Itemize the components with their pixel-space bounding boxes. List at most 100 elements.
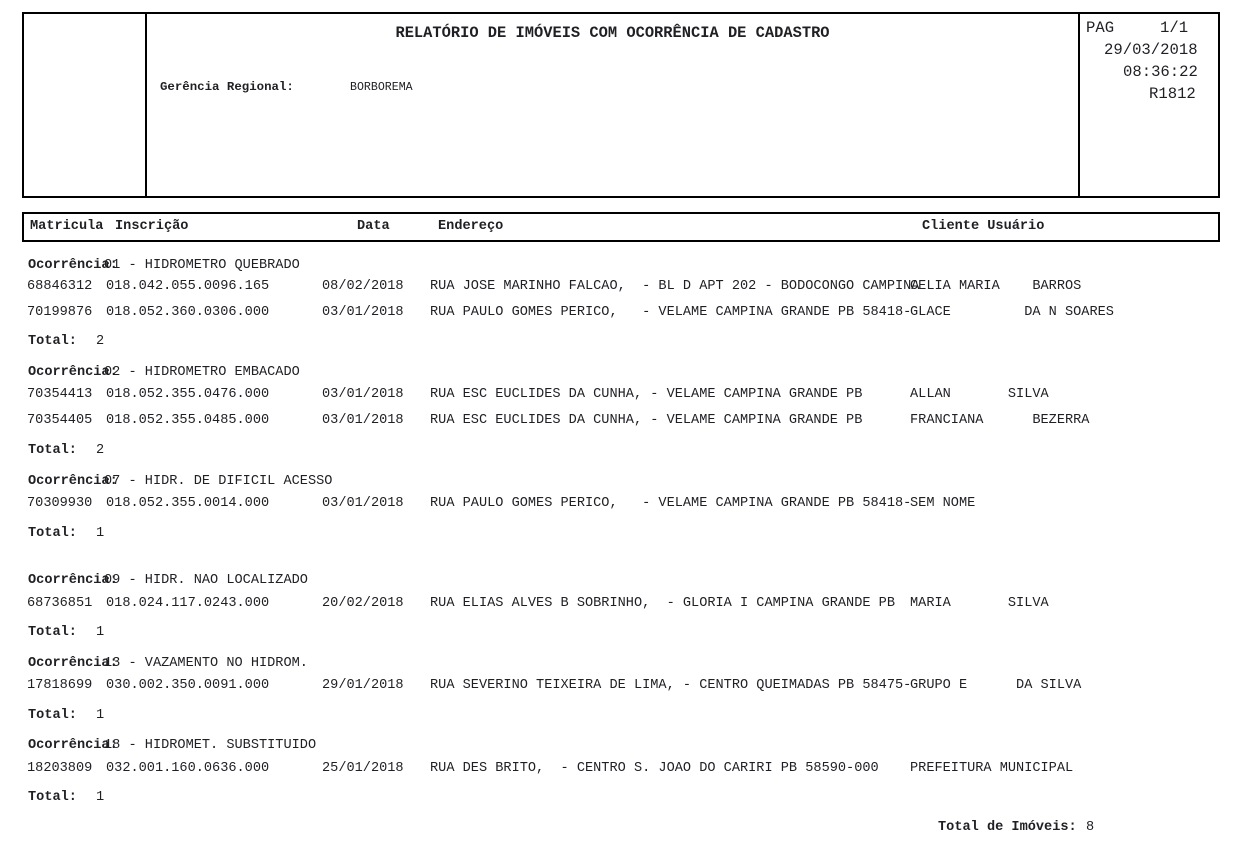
total-label: Total: xyxy=(28,790,77,805)
total-value: 1 xyxy=(96,790,105,805)
grand-total-value: 8 xyxy=(1086,820,1095,835)
data-cell: 29/01/2018 xyxy=(322,678,404,693)
report-date: 29/03/2018 xyxy=(1104,41,1198,59)
grand-total: Total de Imóveis: 8 xyxy=(0,820,1236,835)
report-time: 08:36:22 xyxy=(1123,63,1198,81)
occurrence-title: 18 - HIDROMET. SUBSTITUIDO xyxy=(104,738,317,753)
inscricao-cell: 018.052.355.0476.000 xyxy=(106,387,270,402)
table-row: 70309930 018.052.355.0014.000 03/01/2018… xyxy=(0,496,1236,511)
total-value: 1 xyxy=(96,526,105,541)
endereco-cell: RUA SEVERINO TEIXEIRA DE LIMA, - CENTRO … xyxy=(430,678,912,693)
report-header: RELATÓRIO DE IMÓVEIS COM OCORRÊNCIA DE C… xyxy=(22,12,1220,198)
occurrence-title: 09 - HIDR. NAO LOCALIZADO xyxy=(104,573,308,588)
section-total: Total: 1 xyxy=(0,625,1236,640)
table-row: 70354405 018.052.355.0485.000 03/01/2018… xyxy=(0,413,1236,428)
inscricao-cell: 032.001.160.0636.000 xyxy=(106,761,270,776)
cliente-cell: ALLAN SILVA xyxy=(910,387,1049,402)
report-code: R1812 xyxy=(1149,85,1196,103)
data-cell: 25/01/2018 xyxy=(322,761,404,776)
endereco-cell: RUA ESC EUCLIDES DA CUNHA, - VELAME CAMP… xyxy=(430,413,863,428)
occurrence-label: Ocorrência: xyxy=(28,474,118,489)
section-total: Total: 1 xyxy=(0,526,1236,541)
total-value: 2 xyxy=(96,443,105,458)
inscricao-cell: 018.052.355.0485.000 xyxy=(106,413,270,428)
matricula-cell: 68736851 xyxy=(27,596,93,611)
inscricao-cell: 018.024.117.0243.000 xyxy=(106,596,270,611)
grand-total-label: Total de Imóveis: xyxy=(938,820,1077,835)
column-inscricao: Inscrição xyxy=(115,219,189,234)
occurrence-label: Ocorrência: xyxy=(28,738,118,753)
table-row: 70354413 018.052.355.0476.000 03/01/2018… xyxy=(0,387,1236,402)
table-row: 68846312 018.042.055.0096.165 08/02/2018… xyxy=(0,279,1236,294)
table-header: Matricula Inscrição Data Endereço Client… xyxy=(22,212,1220,242)
column-cliente: Cliente Usuário xyxy=(922,219,1045,234)
occurrence-title: 01 - HIDROMETRO QUEBRADO xyxy=(104,258,300,273)
matricula-cell: 68846312 xyxy=(27,279,93,294)
total-label: Total: xyxy=(28,708,77,723)
occurrence-title: 13 - VAZAMENTO NO HIDROM. xyxy=(104,656,308,671)
header-divider-logo xyxy=(145,14,147,196)
table-row: 70199876 018.052.360.0306.000 03/01/2018… xyxy=(0,305,1236,320)
endereco-cell: RUA PAULO GOMES PERICO, - VELAME CAMPINA… xyxy=(430,305,912,320)
occurrence-header: Ocorrência: 09 - HIDR. NAO LOCALIZADO xyxy=(0,573,1236,588)
occurrence-title: 02 - HIDROMETRO EMBACADO xyxy=(104,365,300,380)
header-divider-pag xyxy=(1078,14,1080,196)
occurrence-header: Ocorrência: 13 - VAZAMENTO NO HIDROM. xyxy=(0,656,1236,671)
data-cell: 08/02/2018 xyxy=(322,279,404,294)
inscricao-cell: 030.002.350.0091.000 xyxy=(106,678,270,693)
occurrence-label: Ocorrência: xyxy=(28,258,118,273)
matricula-cell: 18203809 xyxy=(27,761,93,776)
column-matricula: Matricula xyxy=(30,219,104,234)
regional-label: Gerência Regional: xyxy=(160,80,294,94)
section-total: Total: 1 xyxy=(0,708,1236,723)
total-value: 1 xyxy=(96,708,105,723)
cliente-cell: PREFEITURA MUNICIPAL xyxy=(910,761,1074,776)
total-label: Total: xyxy=(28,443,77,458)
occurrence-header: Ocorrência: 01 - HIDROMETRO QUEBRADO xyxy=(0,258,1236,273)
occurrence-header: Ocorrência: 02 - HIDROMETRO EMBACADO xyxy=(0,365,1236,380)
endereco-cell: RUA PAULO GOMES PERICO, - VELAME CAMPINA… xyxy=(430,496,912,511)
total-value: 2 xyxy=(96,334,105,349)
matricula-cell: 70309930 xyxy=(27,496,93,511)
occurrence-label: Ocorrência: xyxy=(28,573,118,588)
column-data: Data xyxy=(357,219,390,234)
endereco-cell: RUA JOSE MARINHO FALCAO, - BL D APT 202 … xyxy=(430,279,920,294)
section-total: Total: 1 xyxy=(0,790,1236,805)
endereco-cell: RUA ELIAS ALVES B SOBRINHO, - GLORIA I C… xyxy=(430,596,895,611)
matricula-cell: 70354405 xyxy=(27,413,93,428)
logo-area xyxy=(24,14,145,196)
occurrence-label: Ocorrência: xyxy=(28,656,118,671)
occurrence-label: Ocorrência: xyxy=(28,365,118,380)
endereco-cell: RUA DES BRITO, - CENTRO S. JOAO DO CARIR… xyxy=(430,761,879,776)
regional-value: BORBOREMA xyxy=(350,81,413,94)
occurrence-header: Ocorrência: 18 - HIDROMET. SUBSTITUIDO xyxy=(0,738,1236,753)
inscricao-cell: 018.042.055.0096.165 xyxy=(106,279,270,294)
data-cell: 03/01/2018 xyxy=(322,413,404,428)
inscricao-cell: 018.052.360.0306.000 xyxy=(106,305,270,320)
section-total: Total: 2 xyxy=(0,443,1236,458)
cliente-cell: CELIA MARIA BARROS xyxy=(910,279,1082,294)
table-row: 68736851 018.024.117.0243.000 20/02/2018… xyxy=(0,596,1236,611)
data-cell: 03/01/2018 xyxy=(322,496,404,511)
endereco-cell: RUA ESC EUCLIDES DA CUNHA, - VELAME CAMP… xyxy=(430,387,863,402)
total-value: 1 xyxy=(96,625,105,640)
section-total: Total: 2 xyxy=(0,334,1236,349)
cliente-cell: SEM NOME xyxy=(910,496,976,511)
table-row: 18203809 032.001.160.0636.000 25/01/2018… xyxy=(0,761,1236,776)
cliente-cell: GRUPO E DA SILVA xyxy=(910,678,1082,693)
matricula-cell: 70354413 xyxy=(27,387,93,402)
occurrence-header: Ocorrência: 07 - HIDR. DE DIFICIL ACESSO xyxy=(0,474,1236,489)
data-cell: 03/01/2018 xyxy=(322,387,404,402)
column-endereco: Endereço xyxy=(438,219,504,234)
cliente-cell: FRANCIANA BEZERRA xyxy=(910,413,1090,428)
data-cell: 20/02/2018 xyxy=(322,596,404,611)
matricula-cell: 70199876 xyxy=(27,305,93,320)
cliente-cell: MARIA SILVA xyxy=(910,596,1049,611)
total-label: Total: xyxy=(28,526,77,541)
report-title: RELATÓRIO DE IMÓVEIS COM OCORRÊNCIA DE C… xyxy=(395,24,830,42)
cliente-cell: GLACE DA N SOARES xyxy=(910,305,1114,320)
page-number: 1/1 xyxy=(1160,19,1189,37)
inscricao-cell: 018.052.355.0014.000 xyxy=(106,496,270,511)
total-label: Total: xyxy=(28,334,77,349)
